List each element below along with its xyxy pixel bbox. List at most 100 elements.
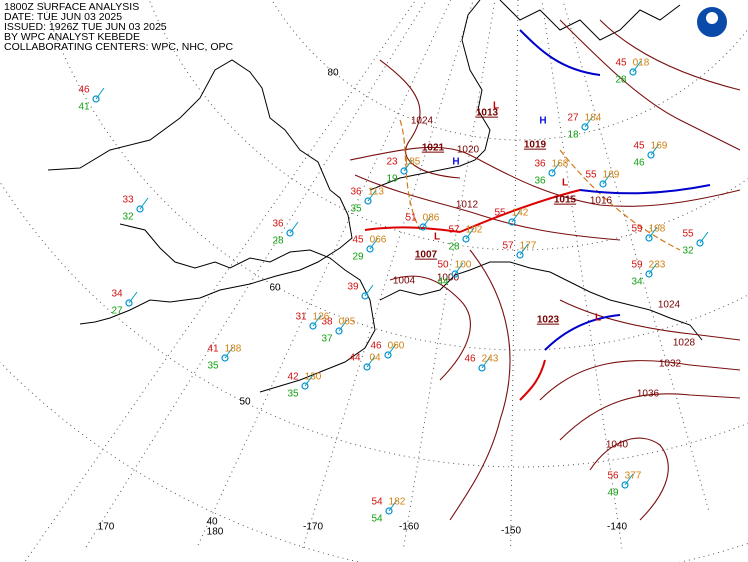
station-temperature: 38 [321, 317, 333, 328]
pressure-center-value: 1019 [524, 140, 547, 151]
station-circle [451, 270, 459, 278]
station-pressure: 188 [225, 344, 242, 355]
station-temperature: 50 [437, 260, 449, 271]
wind-barb [584, 115, 594, 128]
station-circle [599, 180, 607, 188]
pressure-center-value: 1023 [537, 315, 560, 326]
meridian [510, 0, 519, 549]
station-dewpoint: 32 [122, 212, 134, 223]
station-pressure: 169 [651, 141, 668, 152]
station-temperature: 51 [405, 213, 417, 224]
grid-label: 50 [239, 397, 251, 408]
station-temperature: 42 [287, 372, 299, 383]
station-pressure: 065 [339, 317, 356, 328]
station-dewpoint: 28 [272, 236, 284, 247]
station-temperature: 23 [386, 157, 398, 168]
wind-barb [139, 197, 149, 210]
station-dewpoint: 41 [78, 102, 90, 113]
station-pressure: 243 [482, 354, 499, 365]
wind-barb [403, 159, 413, 172]
isobar-label: 1024 [658, 300, 681, 311]
station-temperature: 39 [347, 282, 359, 293]
station-pressure: 233 [649, 260, 666, 271]
isobar [559, 393, 741, 441]
station-circle [696, 239, 704, 247]
station-dewpoint: 49 [607, 488, 619, 499]
station-temperature: 46 [370, 341, 382, 352]
meridian [84, 0, 428, 549]
isobar-label: 1040 [606, 440, 629, 451]
station-pressure: 086 [423, 213, 440, 224]
meridian [541, 0, 623, 549]
station-dewpoint: 46 [633, 158, 645, 169]
station-dewpoint: 35 [287, 389, 299, 400]
coastline [379, 261, 703, 341]
station-temperature: 57 [502, 241, 514, 252]
grid-label: -160 [399, 522, 419, 533]
wind-barb [338, 319, 348, 332]
header-line: COLLABORATING CENTERS: WPC, NHC, OPC [4, 41, 233, 53]
station-circle [548, 169, 556, 177]
station-dewpoint: 32 [682, 246, 694, 257]
station-temperature: 55 [585, 170, 597, 181]
grid-label: 80 [327, 68, 339, 79]
warm-front [519, 359, 546, 401]
station-pressure: 113 [368, 187, 384, 198]
pressure-center-symbol: L [434, 232, 440, 243]
station-dewpoint: 28 [448, 242, 460, 253]
wind-barb [364, 284, 374, 297]
station-pressure: 04 [369, 353, 381, 364]
pressure-center-value: 1013 [476, 108, 499, 119]
wind-barb [95, 87, 105, 100]
wind-barb [699, 231, 709, 244]
grid-label: -140 [607, 522, 627, 533]
isobar [389, 275, 471, 381]
station-pressure: 060 [388, 341, 405, 352]
station-circle [221, 354, 229, 362]
station-circle [125, 299, 133, 307]
wind-barb [128, 291, 138, 304]
isobar [589, 437, 669, 521]
station-circle [419, 223, 427, 231]
station-pressure: 018 [633, 58, 650, 69]
station-temperature: 45 [615, 58, 627, 69]
fronts [364, 29, 711, 401]
isobars [349, 19, 741, 521]
station-pressure: 182 [389, 497, 406, 508]
station-dewpoint: 36 [534, 176, 546, 187]
isobar-label: 1024 [411, 116, 434, 127]
wind-barb [632, 60, 642, 73]
wind-barb [648, 262, 658, 275]
station-temperature: 36 [350, 187, 362, 198]
wind-barb [224, 346, 234, 359]
wind-barb [519, 243, 529, 256]
station-dewpoint: 29 [352, 252, 364, 263]
cold-front [519, 29, 601, 76]
station-circle [364, 197, 372, 205]
pressure-center-value: 1007 [415, 250, 438, 261]
station-dewpoint: 34 [631, 277, 643, 288]
station-circle [478, 364, 486, 372]
station-dewpoint: 37 [321, 334, 333, 345]
station-circle [361, 292, 369, 300]
wind-barb [648, 226, 658, 239]
isobar-label: 1004 [393, 276, 416, 287]
isobar-label: 1036 [637, 389, 660, 400]
station-circle [92, 95, 100, 103]
noaa-logo [695, 5, 729, 39]
station-temperature: 55 [494, 208, 506, 219]
station-circle [363, 363, 371, 371]
station-pressure: 102 [466, 225, 483, 236]
wind-barb [304, 374, 314, 387]
isobar [539, 360, 741, 401]
station-circle [621, 481, 629, 489]
trough [399, 119, 421, 231]
station-circle [581, 123, 589, 131]
isobar [354, 174, 621, 241]
station-circle [645, 270, 653, 278]
station-temperature: 44 [349, 353, 361, 364]
pressure-center-symbol: L [493, 101, 499, 112]
station-dewpoint: 44 [437, 277, 449, 288]
